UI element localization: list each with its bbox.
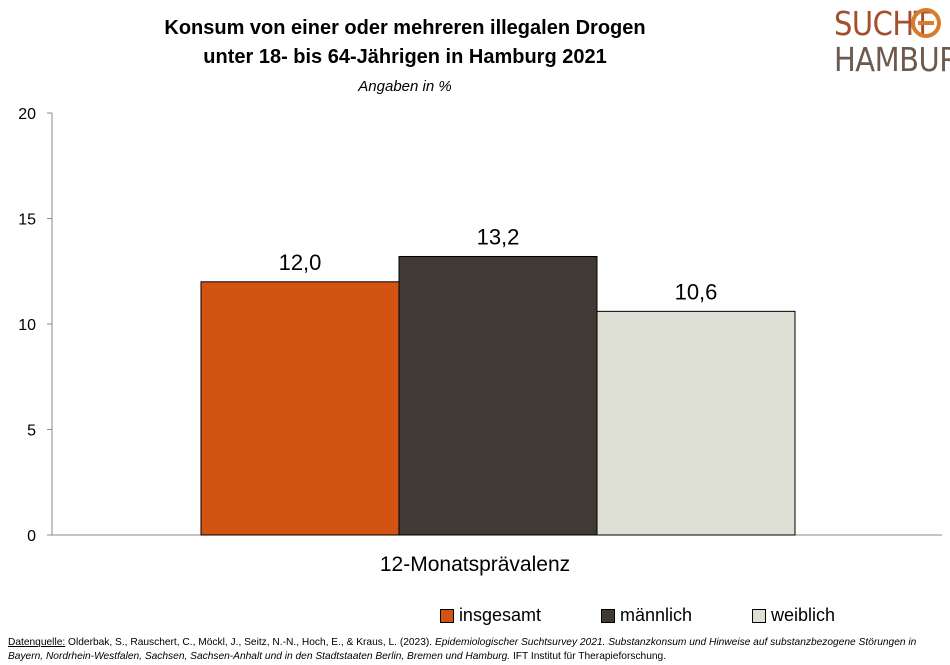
source-label: Datenquelle: (8, 637, 66, 648)
legend-label-insgesamt: insgesamt (458, 605, 541, 625)
data-label-männlich: 13,2 (477, 224, 520, 249)
bar-weiblich (596, 310, 796, 536)
chart-title-line2: unter 18- bis 64-Jährigen in Hamburg 202… (203, 46, 607, 68)
chart-title: Konsum von einer oder mehreren illegalen… (40, 14, 770, 72)
y-tick-label-3: 15 (18, 212, 36, 229)
source-title: Epidemiologischer Suchtsurvey 2021. Subs… (8, 637, 917, 662)
legend-label-maennlich: männlich (619, 605, 693, 625)
bar-männlich (398, 255, 598, 536)
chart-title-line1: Konsum von einer oder mehreren illegalen… (164, 17, 646, 39)
legend-swatch-insgesamt (439, 608, 454, 623)
y-tick-label-1: 5 (27, 423, 36, 440)
source-publisher: IFT Institut für Therapieforschung. (510, 651, 667, 662)
chart-subtitle: Angaben in % (358, 78, 452, 95)
legend-item-insgesamt: insgesamt (439, 605, 541, 626)
legend-swatch-weiblich (752, 608, 767, 623)
y-tick-label-4: 20 (18, 106, 36, 123)
bar-insgesamt (200, 281, 400, 536)
logo-ring-icon (911, 8, 941, 38)
legend-item-maennlich: männlich (600, 605, 693, 626)
logo-text-hamburg: HAMBURG (834, 40, 950, 80)
source-authors: Olderbak, S., Rauschert, C., Möckl, J., … (65, 637, 435, 648)
data-label-weiblich: 10,6 (675, 279, 718, 304)
x-category-label: 12-Monatsprävalenz (379, 553, 571, 576)
legend: insgesamt männlich weiblich (0, 605, 950, 626)
sucht-hamburg-logo: SUCHT HAMBURG (832, 2, 950, 80)
y-tick-label-0: 0 (27, 528, 36, 545)
legend-item-weiblich: weiblich (752, 605, 835, 626)
legend-label-weiblich: weiblich (771, 605, 836, 625)
source-note: Datenquelle: Olderbak, S., Rauschert, C.… (8, 636, 938, 664)
data-label-insgesamt: 12,0 (279, 250, 322, 275)
y-tick-label-2: 10 (18, 317, 36, 334)
legend-swatch-maennlich (600, 608, 615, 623)
